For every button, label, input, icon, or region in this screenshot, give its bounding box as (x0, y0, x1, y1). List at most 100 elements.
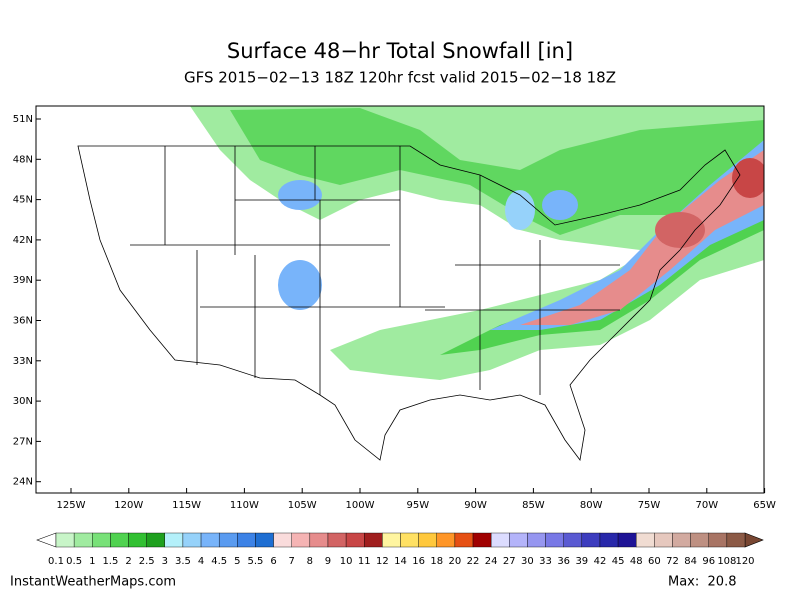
lon-label: 85W (522, 500, 545, 511)
snow-area (655, 212, 705, 248)
lat-label: 36N (13, 316, 33, 327)
colorbar-swatch (309, 532, 329, 548)
lat-label: 27N (13, 436, 33, 447)
colorbar-swatch (545, 532, 564, 548)
colorbar-swatch (128, 532, 147, 548)
colorbar-label: 108 (717, 556, 736, 567)
lon-label: 100W (346, 500, 375, 511)
colorbar-swatch (92, 532, 111, 548)
colorbar-label: 3 (162, 556, 168, 567)
map (77, 106, 764, 461)
lon-label: 125W (57, 500, 86, 511)
snow-area (542, 190, 578, 220)
colorbar-label: 14 (394, 556, 407, 567)
lat-label: 51N (13, 114, 33, 125)
colorbar-swatch (527, 532, 546, 548)
colorbar-swatch (237, 532, 256, 548)
colorbar-label: 45 (612, 556, 625, 567)
colorbar-label: 84 (684, 556, 697, 567)
colorbar-label: 24 (485, 556, 498, 567)
colorbar-swatch (636, 532, 655, 548)
lat-label: 24N (13, 477, 33, 488)
lon-label: 120W (114, 500, 143, 511)
colorbar-label: 1 (89, 556, 95, 567)
colorbar-label: 22 (467, 556, 480, 567)
colorbar-swatch (726, 532, 746, 548)
lat-label: 42N (13, 235, 33, 246)
map-frame (35, 105, 765, 494)
colorbar-label: 36 (557, 556, 570, 567)
colorbar-swatch (509, 532, 528, 548)
coastline (77, 145, 741, 461)
colorbar-label: 2.5 (139, 556, 155, 567)
lat-label: 39N (13, 275, 33, 286)
lon-label: 90W (464, 500, 487, 511)
colorbar-label: 27 (503, 556, 516, 567)
colorbar-swatch (454, 532, 474, 548)
colorbar-label: 16 (412, 556, 425, 567)
colorbar: 0.1 0.5 1 1.5 2 2.5 3 3.5 4 4.5 5 5.5 6 7 8 9 10 11 12 14 16… (36, 532, 764, 567)
lon-label: 115W (172, 500, 201, 511)
colorbar-label: 20 (449, 556, 462, 567)
subtitle: GFS 2015−02−13 18Z 120hr fcst valid 2015… (184, 69, 616, 87)
title: Surface 48−hr Total Snowfall [in] (227, 39, 573, 63)
colorbar-swatch (599, 532, 619, 548)
max-value: Max: 20.8 (668, 575, 736, 590)
colorbar-label: 10 (340, 556, 353, 567)
colorbar-label: 3.5 (175, 556, 191, 567)
lat-label: 48N (13, 154, 33, 165)
colorbar-swatch (672, 532, 691, 548)
colorbar-swatch (617, 532, 637, 548)
colorbar-label: 2 (125, 556, 131, 567)
colorbar-swatch (490, 532, 510, 548)
colorbar-swatch (73, 532, 93, 548)
colorbar-label: 6 (270, 556, 276, 567)
colorbar-label: 12 (376, 556, 389, 567)
snow-area (278, 260, 322, 310)
lon-label: 80W (580, 500, 603, 511)
colorbar-swatch (708, 532, 728, 548)
colorbar-swatch (418, 532, 437, 548)
colorbar-swatch (55, 532, 75, 548)
colorbar-label: 39 (575, 556, 588, 567)
lon-label: 105W (288, 500, 317, 511)
colorbar-swatch (255, 532, 274, 548)
lat-label: 33N (13, 356, 33, 367)
colorbar-swatch (382, 532, 401, 548)
lon-label: 65W (753, 500, 776, 511)
lon-label: 95W (406, 500, 429, 511)
colorbar-label: 4 (198, 556, 204, 567)
colorbar-swatch (563, 532, 583, 548)
colorbar-label: 5.5 (247, 556, 263, 567)
site-credit: InstantWeatherMaps.com (10, 575, 176, 590)
colorbar-label: 72 (666, 556, 679, 567)
snow-area (330, 190, 764, 380)
colorbar-swatch (218, 532, 238, 548)
snow-area (732, 158, 764, 198)
colorbar-label: 18 (430, 556, 443, 567)
colorbar-label: 60 (648, 556, 661, 567)
colorbar-swatch (654, 532, 673, 548)
colorbar-swatch (182, 532, 202, 548)
colorbar-swatch (200, 532, 220, 548)
colorbar-swatch (400, 532, 419, 548)
colorbar-label: 5 (234, 556, 240, 567)
colorbar-label: 96 (702, 556, 715, 567)
colorbar-swatch (581, 532, 601, 548)
colorbar-swatch (345, 532, 365, 548)
colorbar-label: 0.5 (66, 556, 82, 567)
lon-label: 70W (695, 500, 718, 511)
lat-label: 30N (13, 396, 33, 407)
lon-label: 110W (230, 500, 259, 511)
colorbar-swatch (164, 532, 184, 548)
axes: 51N 48N 45N 42N 39N 36N 33N 30N 27N 24N 125W 120W 11… (13, 114, 776, 511)
colorbar-swatch (690, 532, 709, 548)
colorbar-label: 7 (289, 556, 295, 567)
colorbar-label: 4.5 (211, 556, 227, 567)
lat-label: 45N (13, 195, 33, 206)
lon-label: 75W (638, 500, 661, 511)
colorbar-label: 48 (630, 556, 643, 567)
colorbar-swatch (472, 532, 492, 548)
colorbar-swatch (273, 532, 292, 548)
